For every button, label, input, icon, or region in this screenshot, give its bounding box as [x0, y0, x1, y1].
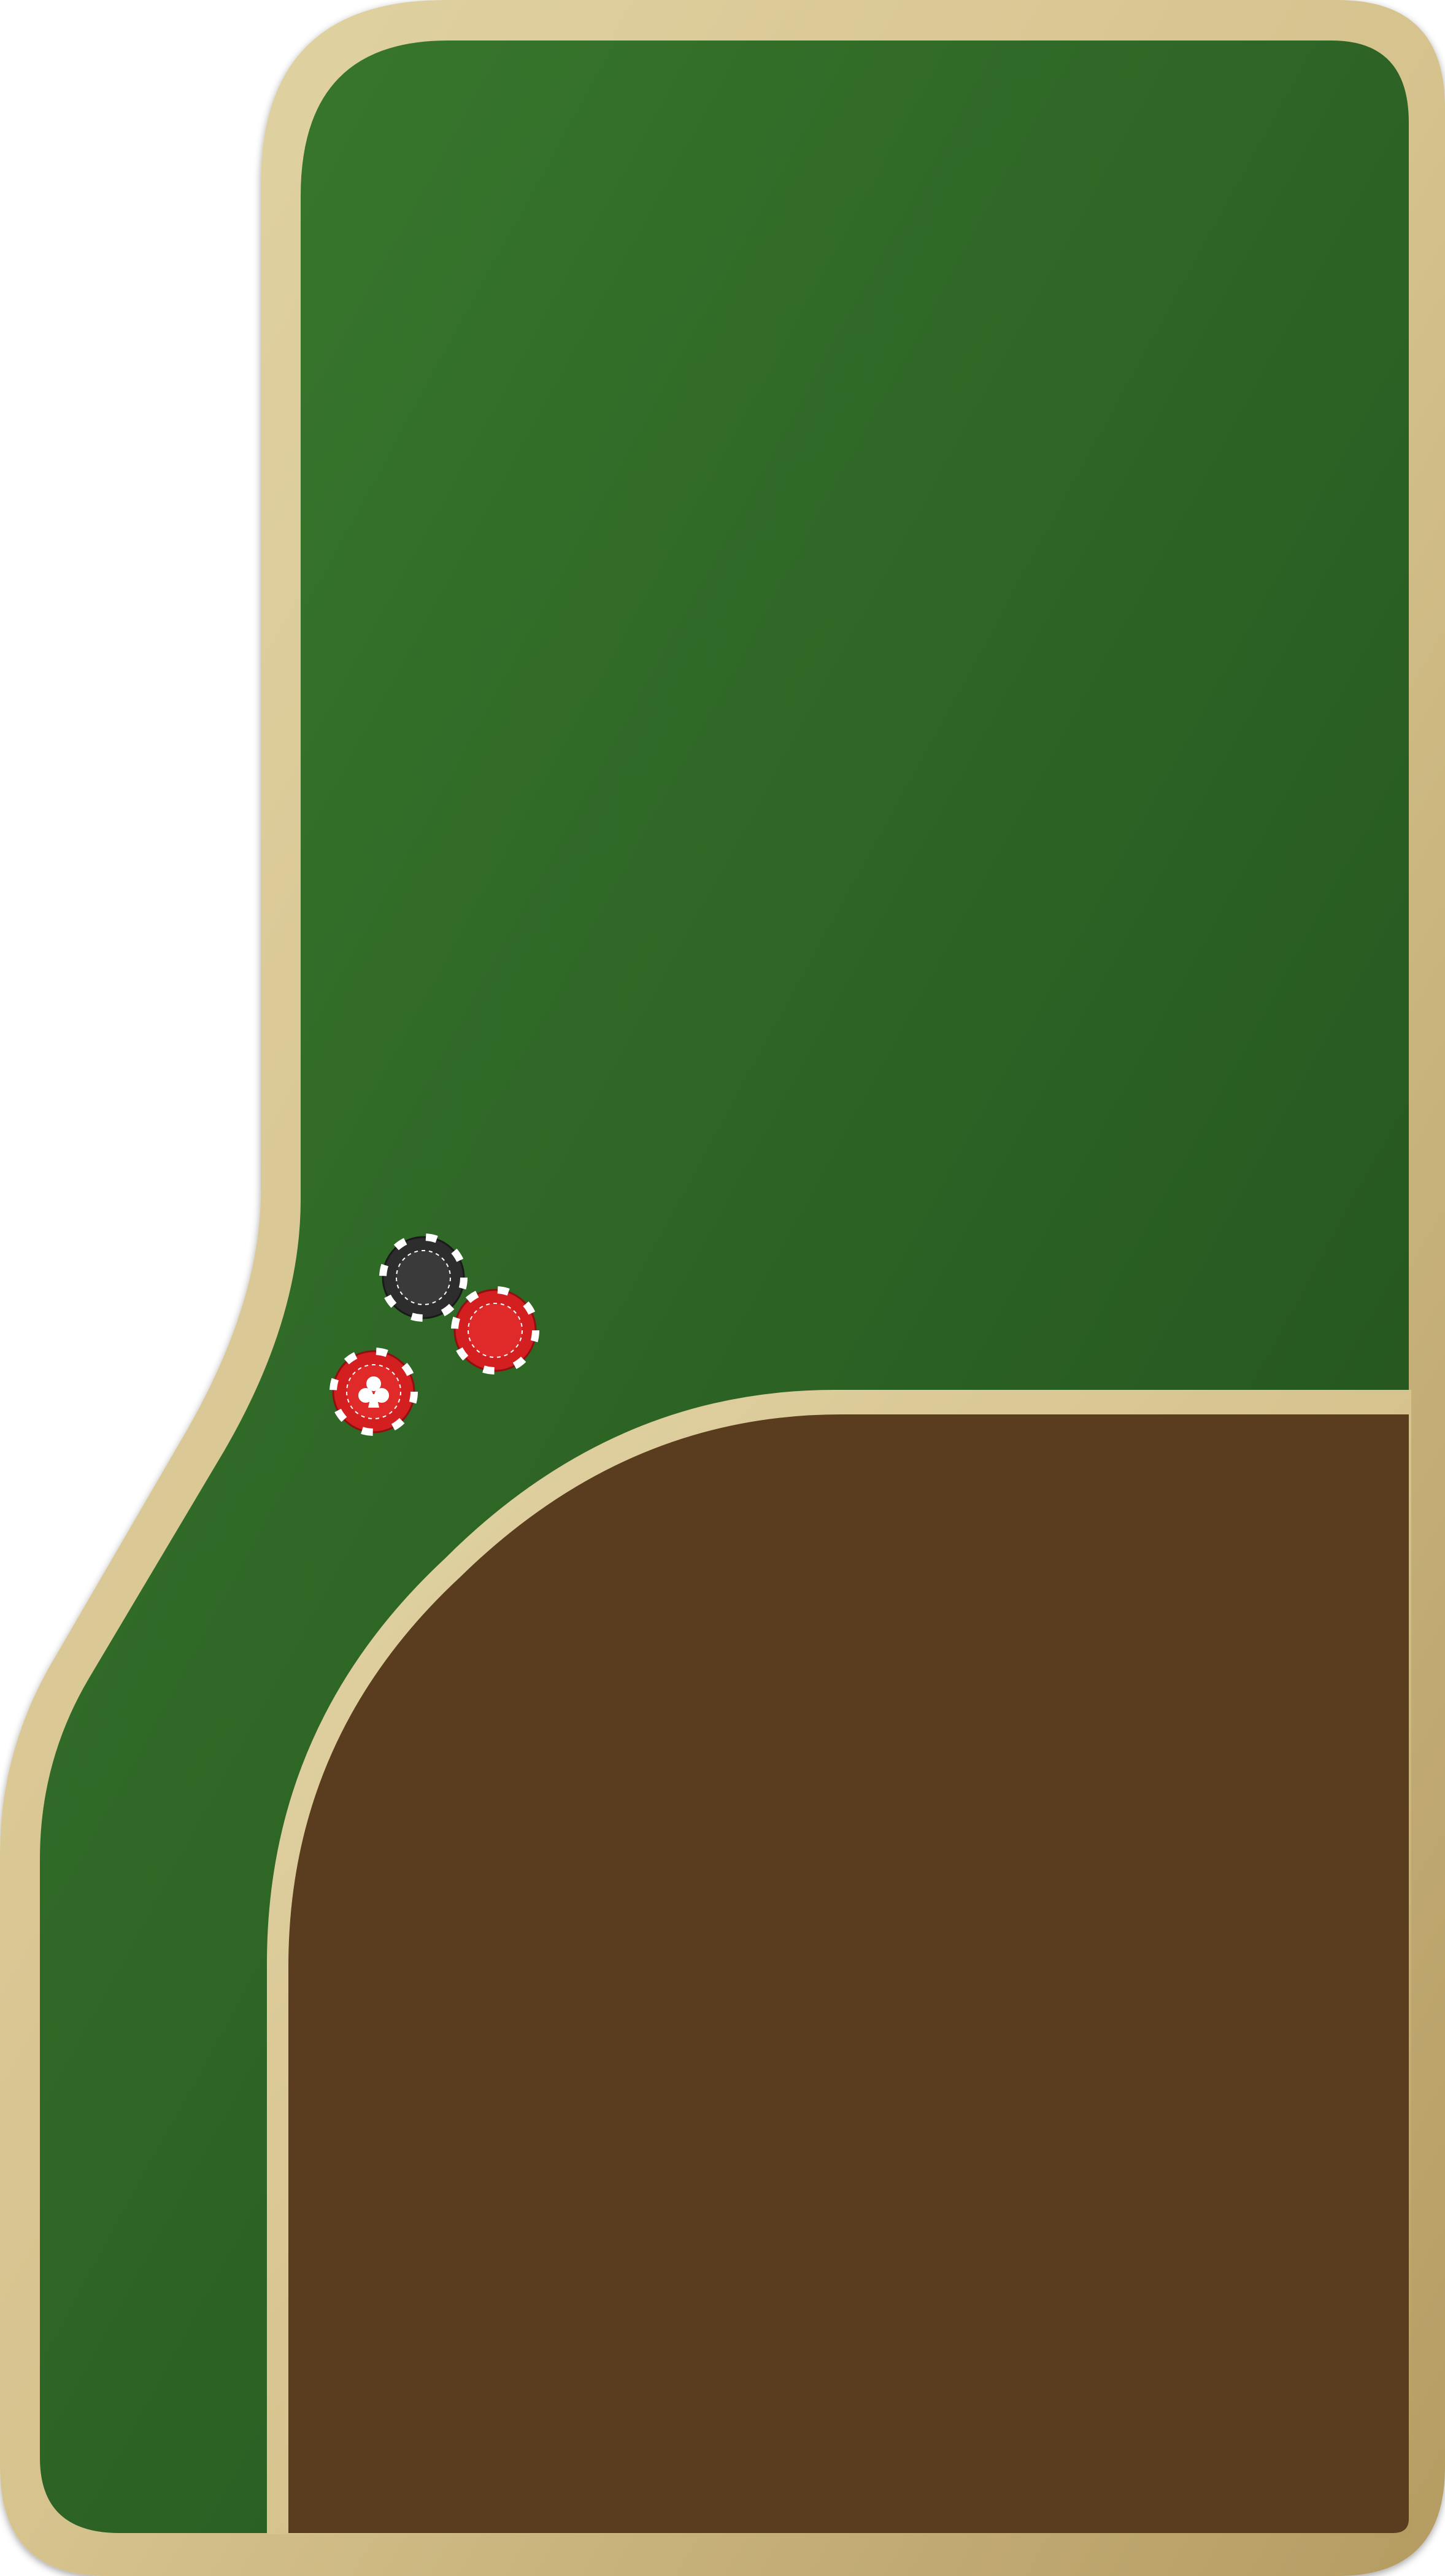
chip-red-club[interactable]	[329, 1348, 418, 1436]
wood-area	[288, 1414, 1409, 2533]
club-icon	[358, 1376, 389, 1408]
chip-red[interactable]	[451, 1286, 539, 1375]
chip-black[interactable]	[379, 1233, 468, 1322]
